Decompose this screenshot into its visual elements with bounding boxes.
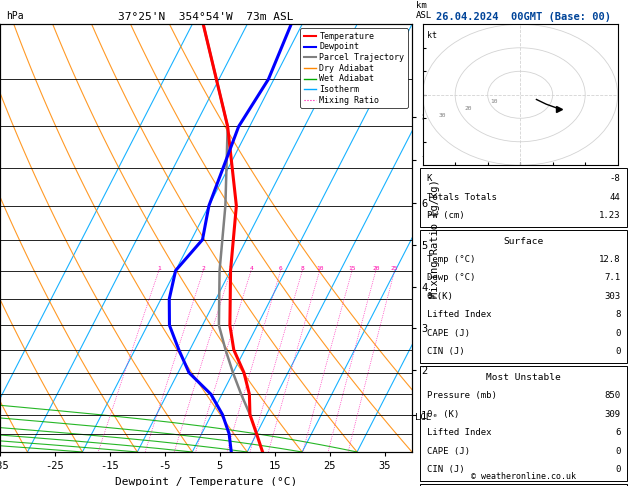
Text: 7.1: 7.1 xyxy=(604,274,621,282)
Text: hPa: hPa xyxy=(6,12,24,21)
Text: 0: 0 xyxy=(615,329,621,338)
Text: LCL: LCL xyxy=(415,413,431,422)
Legend: Temperature, Dewpoint, Parcel Trajectory, Dry Adiabat, Wet Adiabat, Isotherm, Mi: Temperature, Dewpoint, Parcel Trajectory… xyxy=(300,29,408,108)
Text: 0: 0 xyxy=(615,447,621,455)
Text: Pressure (mb): Pressure (mb) xyxy=(426,391,496,400)
Text: θₑ(K): θₑ(K) xyxy=(426,292,454,301)
Text: 20: 20 xyxy=(372,265,379,271)
Text: 20: 20 xyxy=(465,106,472,111)
Text: Dewp (°C): Dewp (°C) xyxy=(426,274,475,282)
Text: 44: 44 xyxy=(610,193,621,202)
Text: K: K xyxy=(426,174,432,183)
Text: CAPE (J): CAPE (J) xyxy=(426,447,470,455)
Text: 6: 6 xyxy=(279,265,282,271)
Text: -8: -8 xyxy=(610,174,621,183)
Text: PW (cm): PW (cm) xyxy=(426,211,464,220)
Text: 4: 4 xyxy=(249,265,253,271)
Text: CAPE (J): CAPE (J) xyxy=(426,329,470,338)
Text: 8: 8 xyxy=(615,311,621,319)
Title: 37°25'N  354°54'W  73m ASL: 37°25'N 354°54'W 73m ASL xyxy=(118,12,294,22)
Text: 6: 6 xyxy=(615,428,621,437)
Text: 3: 3 xyxy=(229,265,233,271)
Text: 1: 1 xyxy=(157,265,161,271)
Text: 10: 10 xyxy=(491,99,498,104)
Text: 0: 0 xyxy=(615,465,621,474)
Text: Lifted Index: Lifted Index xyxy=(426,428,491,437)
Text: Temp (°C): Temp (°C) xyxy=(426,255,475,264)
Text: CIN (J): CIN (J) xyxy=(426,347,464,356)
Text: θₑ (K): θₑ (K) xyxy=(426,410,459,418)
Text: CIN (J): CIN (J) xyxy=(426,465,464,474)
Text: Lifted Index: Lifted Index xyxy=(426,311,491,319)
Text: kt: kt xyxy=(426,32,437,40)
Text: 10: 10 xyxy=(316,265,323,271)
FancyBboxPatch shape xyxy=(420,230,627,363)
Text: 850: 850 xyxy=(604,391,621,400)
Y-axis label: Mixing Ratio (g/kg): Mixing Ratio (g/kg) xyxy=(430,179,440,297)
Text: Most Unstable: Most Unstable xyxy=(486,373,561,382)
Text: 25: 25 xyxy=(391,265,398,271)
FancyBboxPatch shape xyxy=(420,366,627,481)
Text: Totals Totals: Totals Totals xyxy=(426,193,496,202)
Text: 303: 303 xyxy=(604,292,621,301)
Text: 26.04.2024  00GMT (Base: 00): 26.04.2024 00GMT (Base: 00) xyxy=(436,12,611,22)
Text: 8: 8 xyxy=(301,265,304,271)
Text: 1.23: 1.23 xyxy=(599,211,621,220)
Text: 0: 0 xyxy=(615,347,621,356)
Text: Surface: Surface xyxy=(504,237,543,245)
Text: 30: 30 xyxy=(438,113,446,118)
FancyBboxPatch shape xyxy=(420,168,627,227)
Text: 2: 2 xyxy=(201,265,205,271)
Text: km
ASL: km ASL xyxy=(416,0,432,20)
Text: 12.8: 12.8 xyxy=(599,255,621,264)
Text: 309: 309 xyxy=(604,410,621,418)
FancyBboxPatch shape xyxy=(420,484,627,486)
Text: © weatheronline.co.uk: © weatheronline.co.uk xyxy=(471,472,576,481)
Text: 15: 15 xyxy=(348,265,356,271)
X-axis label: Dewpoint / Temperature (°C): Dewpoint / Temperature (°C) xyxy=(115,477,297,486)
